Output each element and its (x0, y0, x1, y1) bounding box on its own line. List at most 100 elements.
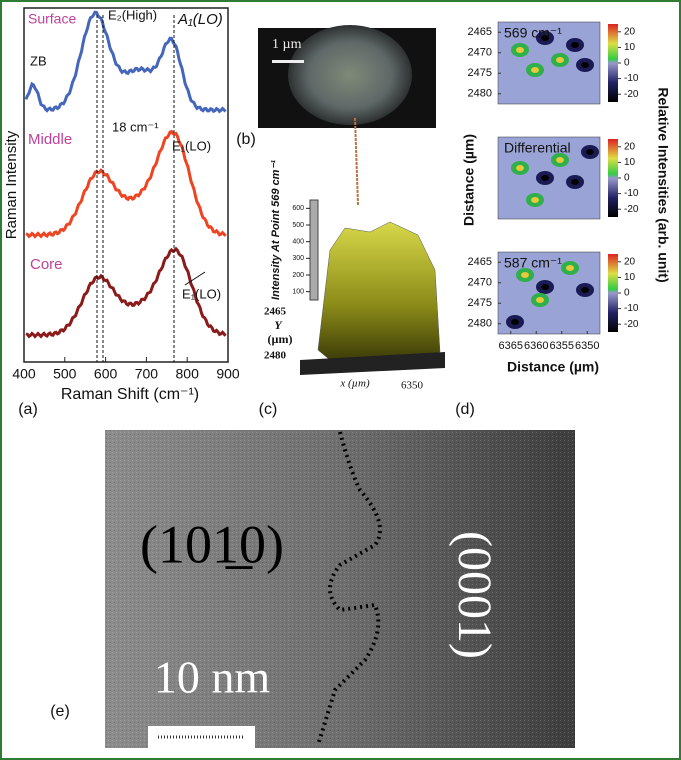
curve-label: Surface (28, 11, 76, 27)
y-tick-label: 2465 (468, 26, 492, 38)
axis-title: (µm) (268, 332, 293, 346)
x-tick-label: 6365 (499, 340, 523, 352)
plane-label: (101̲0) (140, 514, 284, 574)
c-tick-label: -10 (624, 188, 639, 199)
particle (288, 25, 412, 125)
z-tick-label: 200 (292, 272, 304, 279)
x-tick-label: 6350 (401, 380, 424, 392)
curve-label: Middle (28, 131, 72, 148)
y-tick-label: 2475 (468, 297, 492, 309)
scale-bar (148, 726, 255, 748)
c-tick-label: -10 (624, 73, 639, 84)
heat-core (516, 165, 524, 171)
c-tick-label: 20 (624, 141, 636, 152)
tem-texture (105, 430, 575, 748)
heat-core (521, 272, 529, 278)
heat-core (581, 62, 589, 68)
y-tick-label: 2475 (468, 67, 492, 79)
axis-title: x (µm) (339, 378, 370, 390)
heat-core (566, 265, 574, 271)
z-scale (309, 199, 319, 301)
y-tick-label: 2480 (264, 350, 287, 362)
x-tick-label: 800 (176, 366, 200, 382)
y-tick-label: 2480 (468, 318, 492, 330)
scale-label: 10 nm (154, 652, 271, 703)
x-tick-label: 600 (94, 366, 118, 382)
c-tick-label: 20 (624, 256, 636, 267)
c-tick-label: 0 (624, 288, 630, 299)
axis-title: Y (274, 318, 283, 332)
x-tick-label: 500 (53, 366, 77, 382)
heat-core (556, 57, 564, 63)
y-tick-label: 2480 (468, 88, 492, 100)
axis-title: Intensity At Point 569 cm⁻¹ (270, 160, 282, 300)
x-tick-label: 6355 (550, 340, 574, 352)
peak-label: E₁(LO) (172, 138, 211, 153)
scale-label: 1 µm (272, 37, 302, 52)
heat-core (541, 35, 549, 41)
z-tick-label: 400 (292, 239, 304, 246)
x-tick-label: 700 (135, 366, 159, 382)
peak-label: A₁(LO) (177, 11, 223, 28)
heat-core (571, 42, 579, 48)
peak-label: E₁(LO) (182, 286, 221, 301)
peak-label: 18 cm⁻¹ (112, 119, 159, 134)
panel-label: (d) (455, 401, 475, 418)
y-tick-label: 2465 (264, 306, 287, 318)
c-tick-label: 10 (624, 272, 636, 283)
peak-label: E₂(High) (108, 7, 157, 22)
heat-core (536, 297, 544, 303)
map-title: 569 cm⁻¹ (504, 25, 562, 41)
x-tick-label: 6350 (575, 340, 599, 352)
x-tick-label: 900 (216, 366, 240, 382)
heat-core (556, 157, 564, 163)
spectrum (25, 129, 227, 239)
axis-title: Raman Shift (cm⁻¹) (61, 386, 199, 403)
heat-core (586, 149, 594, 155)
c-tick-label: -10 (624, 303, 639, 314)
c-tick-label: -20 (624, 89, 639, 100)
c-tick-label: 20 (624, 26, 636, 37)
boundary (316, 431, 382, 746)
heat-core (581, 287, 589, 293)
c-tick-label: 10 (624, 157, 636, 168)
x-tick-label: 6360 (524, 340, 548, 352)
colorbar (608, 139, 618, 217)
peak-label: ZB (30, 53, 47, 68)
surface (317, 221, 441, 363)
heat-core (531, 197, 539, 203)
colorbar (608, 254, 618, 332)
axis-title: Relative Intensities (arb. unit) (655, 87, 671, 282)
heat-core (511, 319, 519, 325)
c-tick-label: 0 (624, 173, 630, 184)
scale-bar (272, 60, 304, 63)
c-tick-label: -20 (624, 319, 639, 330)
spectrum (25, 246, 227, 339)
plane-label: (0001) (448, 531, 501, 659)
panel-label: (b) (236, 131, 256, 148)
x-tick-label: 400 (12, 366, 36, 382)
panel-label: (a) (18, 401, 38, 418)
heat-core (541, 175, 549, 181)
z-tick-label: 100 (292, 289, 304, 296)
base (300, 352, 445, 375)
heat-core (516, 47, 524, 53)
plot-frame (23, 7, 229, 363)
y-tick-label: 2470 (468, 277, 492, 289)
z-tick-label: 600 (292, 205, 304, 212)
curve-label: Core (30, 256, 63, 273)
axis-title: Distance (µm) (507, 359, 599, 375)
arrow (184, 271, 206, 286)
heat-core (571, 179, 579, 185)
heat-core (541, 284, 549, 290)
z-tick-label: 500 (292, 222, 304, 229)
y-tick-label: 2465 (468, 256, 492, 268)
heat-core (531, 67, 539, 73)
y-tick-label: 2470 (468, 47, 492, 59)
c-tick-label: 0 (624, 58, 630, 69)
colorbar (608, 24, 618, 102)
panel-label: (e) (50, 703, 70, 720)
z-tick-label: 300 (292, 255, 304, 262)
c-tick-label: -20 (624, 204, 639, 215)
